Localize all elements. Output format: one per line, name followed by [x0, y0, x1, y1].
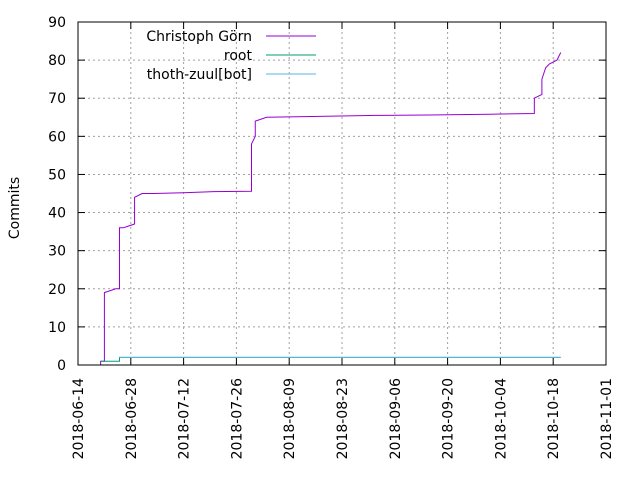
legend-label: root — [224, 48, 253, 64]
x-tick-label: 2018-11-01 — [599, 378, 615, 459]
legend-label: thoth-zuul[bot] — [147, 67, 252, 83]
x-tick-label: 2018-06-28 — [124, 378, 140, 459]
x-tick-label: 2018-06-14 — [71, 378, 87, 459]
x-tick-label: 2018-10-04 — [493, 378, 509, 459]
x-tick-label: 2018-10-18 — [546, 378, 562, 459]
legend: Christoph Görn root thoth-zuul[bot] — [146, 29, 316, 83]
y-tick-label: 80 — [48, 53, 66, 69]
legend-label: Christoph Görn — [146, 29, 252, 45]
y-tick-label: 70 — [48, 91, 66, 107]
y-axis-label: Commits — [7, 177, 23, 239]
y-tick-label: 60 — [48, 129, 66, 145]
y-tick-label: 40 — [48, 206, 66, 222]
x-tick-label: 2018-08-23 — [335, 378, 351, 459]
series-line — [100, 52, 562, 365]
x-tick-label: 2018-09-20 — [441, 378, 457, 459]
x-tick-label: 2018-07-26 — [229, 378, 245, 459]
y-tick-label: 10 — [48, 320, 66, 336]
y-tick-label: 20 — [48, 282, 66, 298]
x-tick-label: 2018-08-09 — [282, 378, 298, 459]
y-tick-label: 50 — [48, 167, 66, 183]
series-lines — [100, 52, 562, 365]
grid-lines — [78, 22, 606, 365]
series-line — [100, 356, 561, 362]
y-tick-label: 30 — [48, 244, 66, 260]
x-tick-label: 2018-07-12 — [177, 378, 193, 459]
axis-ticks: 0 10 20 30 40 50 60 70 80 90 2018-06-14 2018-06-28 2… — [48, 15, 615, 459]
y-tick-label: 90 — [48, 15, 66, 31]
y-tick-label: 0 — [57, 358, 66, 374]
x-tick-label: 2018-09-06 — [388, 378, 404, 459]
